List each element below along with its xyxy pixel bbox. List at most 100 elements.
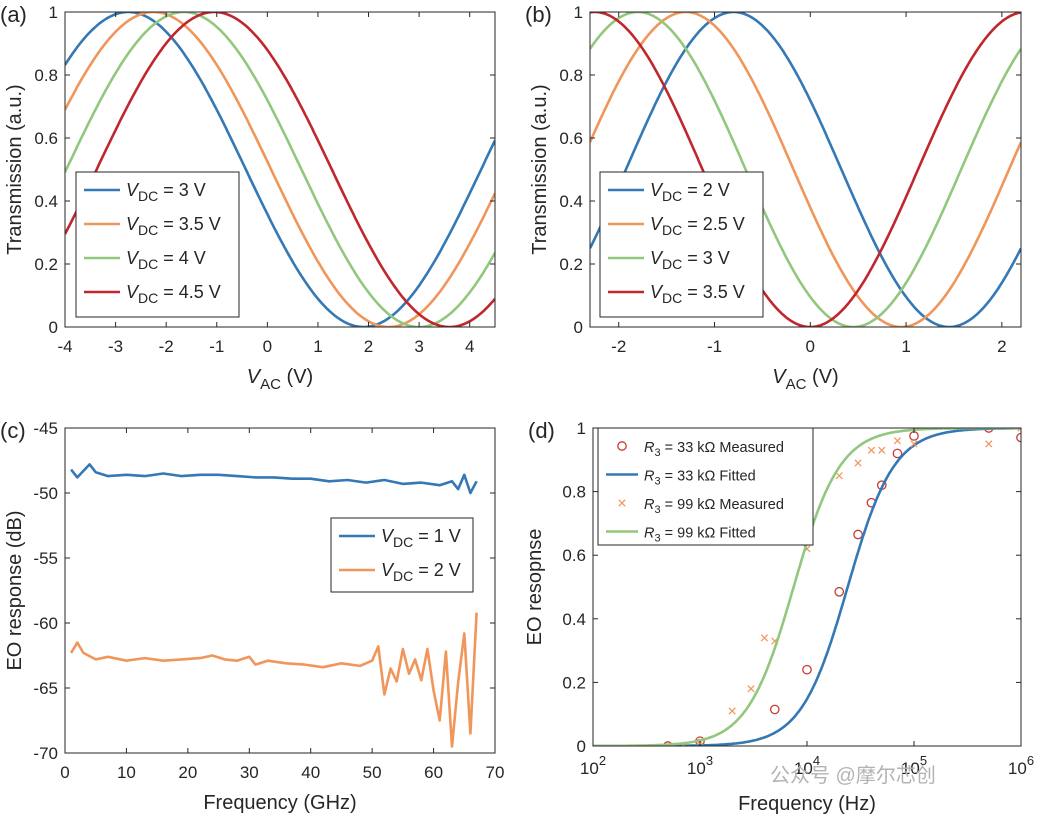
legend-text: = 33 kΩ Measured: [661, 440, 784, 456]
legend-entry: R3 = 99 kΩ Measured: [644, 497, 784, 516]
data-point-x: [728, 707, 736, 715]
y-tick-label: 1: [577, 419, 586, 438]
watermark: 公众号 @摩尔芯创: [770, 764, 936, 787]
legend-sub: 3: [654, 504, 660, 516]
panel-label: (c): [0, 418, 26, 443]
y-tick-label: 0.8: [562, 483, 586, 502]
legend-text: = 33 kΩ Fitted: [661, 469, 756, 485]
series-line-2: [590, 12, 1021, 327]
x-tick-label: -1: [707, 337, 722, 356]
legend-entry: VDC = 2 V: [650, 180, 730, 204]
tick-exponent: 3: [706, 753, 713, 768]
x-tick-label: 70: [486, 763, 505, 782]
x-tick-label: 40: [301, 763, 320, 782]
tick-mantissa: 10: [794, 759, 813, 778]
panel-label: (b): [525, 2, 552, 27]
legend-entry: VDC = 2.5 V: [650, 214, 745, 238]
data-point-circle: [769, 704, 780, 715]
series-line-3: [65, 12, 495, 327]
series-line-0: [65, 12, 495, 327]
legend-var: V: [650, 282, 664, 302]
data-point-x: [1017, 428, 1021, 432]
y-tick-label: 0.2: [559, 255, 583, 274]
y-tick-label: 0.4: [34, 192, 58, 211]
data-point-x: [893, 437, 902, 445]
x-tick-label: -4: [57, 337, 72, 356]
legend-text: = 2 V: [413, 560, 461, 580]
series-line-1: [69, 612, 478, 748]
label-unit: (V): [281, 366, 313, 388]
data-point-x: [910, 440, 918, 448]
x-axis-label: Frequency (Hz): [738, 793, 876, 815]
legend-sub: DC: [662, 188, 682, 204]
legend-var: V: [126, 248, 140, 268]
y-tick-label: 0: [577, 737, 586, 756]
tick-exponent: 4: [813, 753, 820, 768]
legend-var: R: [644, 526, 655, 542]
y-axis-label: EO response (dB): [4, 510, 26, 670]
y-axis-label: EO resopnse: [524, 529, 546, 646]
data-point-circle: [909, 431, 919, 441]
tick-mantissa: 10: [1008, 759, 1027, 778]
tick-mantissa: 10: [901, 759, 920, 778]
legend-entry: R3 = 33 kΩ Fitted: [644, 469, 756, 488]
legend-var: V: [126, 282, 140, 302]
series-line-0: [70, 463, 478, 495]
legend-text: = 3 V: [158, 180, 206, 200]
legend-text: = 99 kΩ Fitted: [661, 526, 756, 542]
legend-entry: VDC = 3.5 V: [126, 214, 221, 238]
plot-area: [65, 12, 495, 327]
legend-sub: DC: [662, 256, 682, 272]
x-tick-label: 106: [1008, 753, 1034, 778]
legend-var: V: [650, 214, 664, 234]
legend-entry: VDC = 3.5 V: [650, 282, 745, 306]
y-tick-label: -45: [33, 419, 58, 438]
legend-text: = 2.5 V: [682, 214, 745, 234]
y-tick-label: 0.2: [34, 255, 58, 274]
tick-mantissa: 10: [687, 759, 706, 778]
legend-text: = 4.5 V: [158, 282, 221, 302]
legend-sub: 3: [654, 476, 660, 488]
y-tick-label: 0.4: [559, 192, 583, 211]
legend-sub: DC: [393, 568, 413, 584]
x-tick-label: 4: [465, 337, 474, 356]
x-tick-label: 60: [424, 763, 443, 782]
x-tick-label: 2: [997, 337, 1006, 356]
y-tick-label: 0.8: [34, 66, 58, 85]
data-point-circle: [853, 529, 863, 540]
plot-area: [69, 463, 478, 748]
x-axis-label: VAC (V): [772, 366, 838, 393]
x-tick-label: 0: [806, 337, 815, 356]
data-point-circle: [892, 448, 903, 459]
y-tick-label: -50: [33, 484, 58, 503]
data-point-x: [867, 446, 876, 454]
y-tick-label: 0.6: [562, 546, 586, 565]
x-tick-label: -2: [611, 337, 626, 356]
data-point-circle: [983, 428, 994, 433]
legend-sub: DC: [138, 256, 158, 272]
legend-text: = 3 V: [682, 248, 730, 268]
x-tick-label: 0: [263, 337, 272, 356]
legend-var: V: [650, 248, 664, 268]
legend-text: = 3.5 V: [158, 214, 221, 234]
tick-exponent: 6: [1027, 753, 1034, 768]
series-line-1: [65, 12, 495, 327]
label-var: V: [247, 366, 262, 388]
x-tick-label: 104: [794, 753, 820, 778]
panel-label: (a): [0, 2, 27, 27]
legend-sub: DC: [393, 534, 413, 550]
legend-entry: VDC = 1 V: [381, 526, 461, 550]
legend-text: = 4 V: [158, 248, 206, 268]
tick-exponent: 5: [920, 753, 927, 768]
y-axis-label: Transmission (a.u.): [4, 84, 26, 254]
label-sub: AC: [786, 376, 807, 393]
legend-sub: DC: [138, 188, 158, 204]
chart-panel-2: 0 10 20 30 40 50 60 70 -70 -65 -60 -55 -50 -45 Frequen…: [0, 418, 504, 814]
y-tick-label: -65: [33, 679, 58, 698]
y-tick-label: 0: [49, 318, 58, 337]
legend-var: V: [381, 526, 395, 546]
legend-sub: DC: [138, 290, 158, 306]
legend-var: V: [381, 560, 395, 580]
y-tick-label: -60: [33, 614, 58, 633]
x-tick-label: 1: [901, 337, 910, 356]
